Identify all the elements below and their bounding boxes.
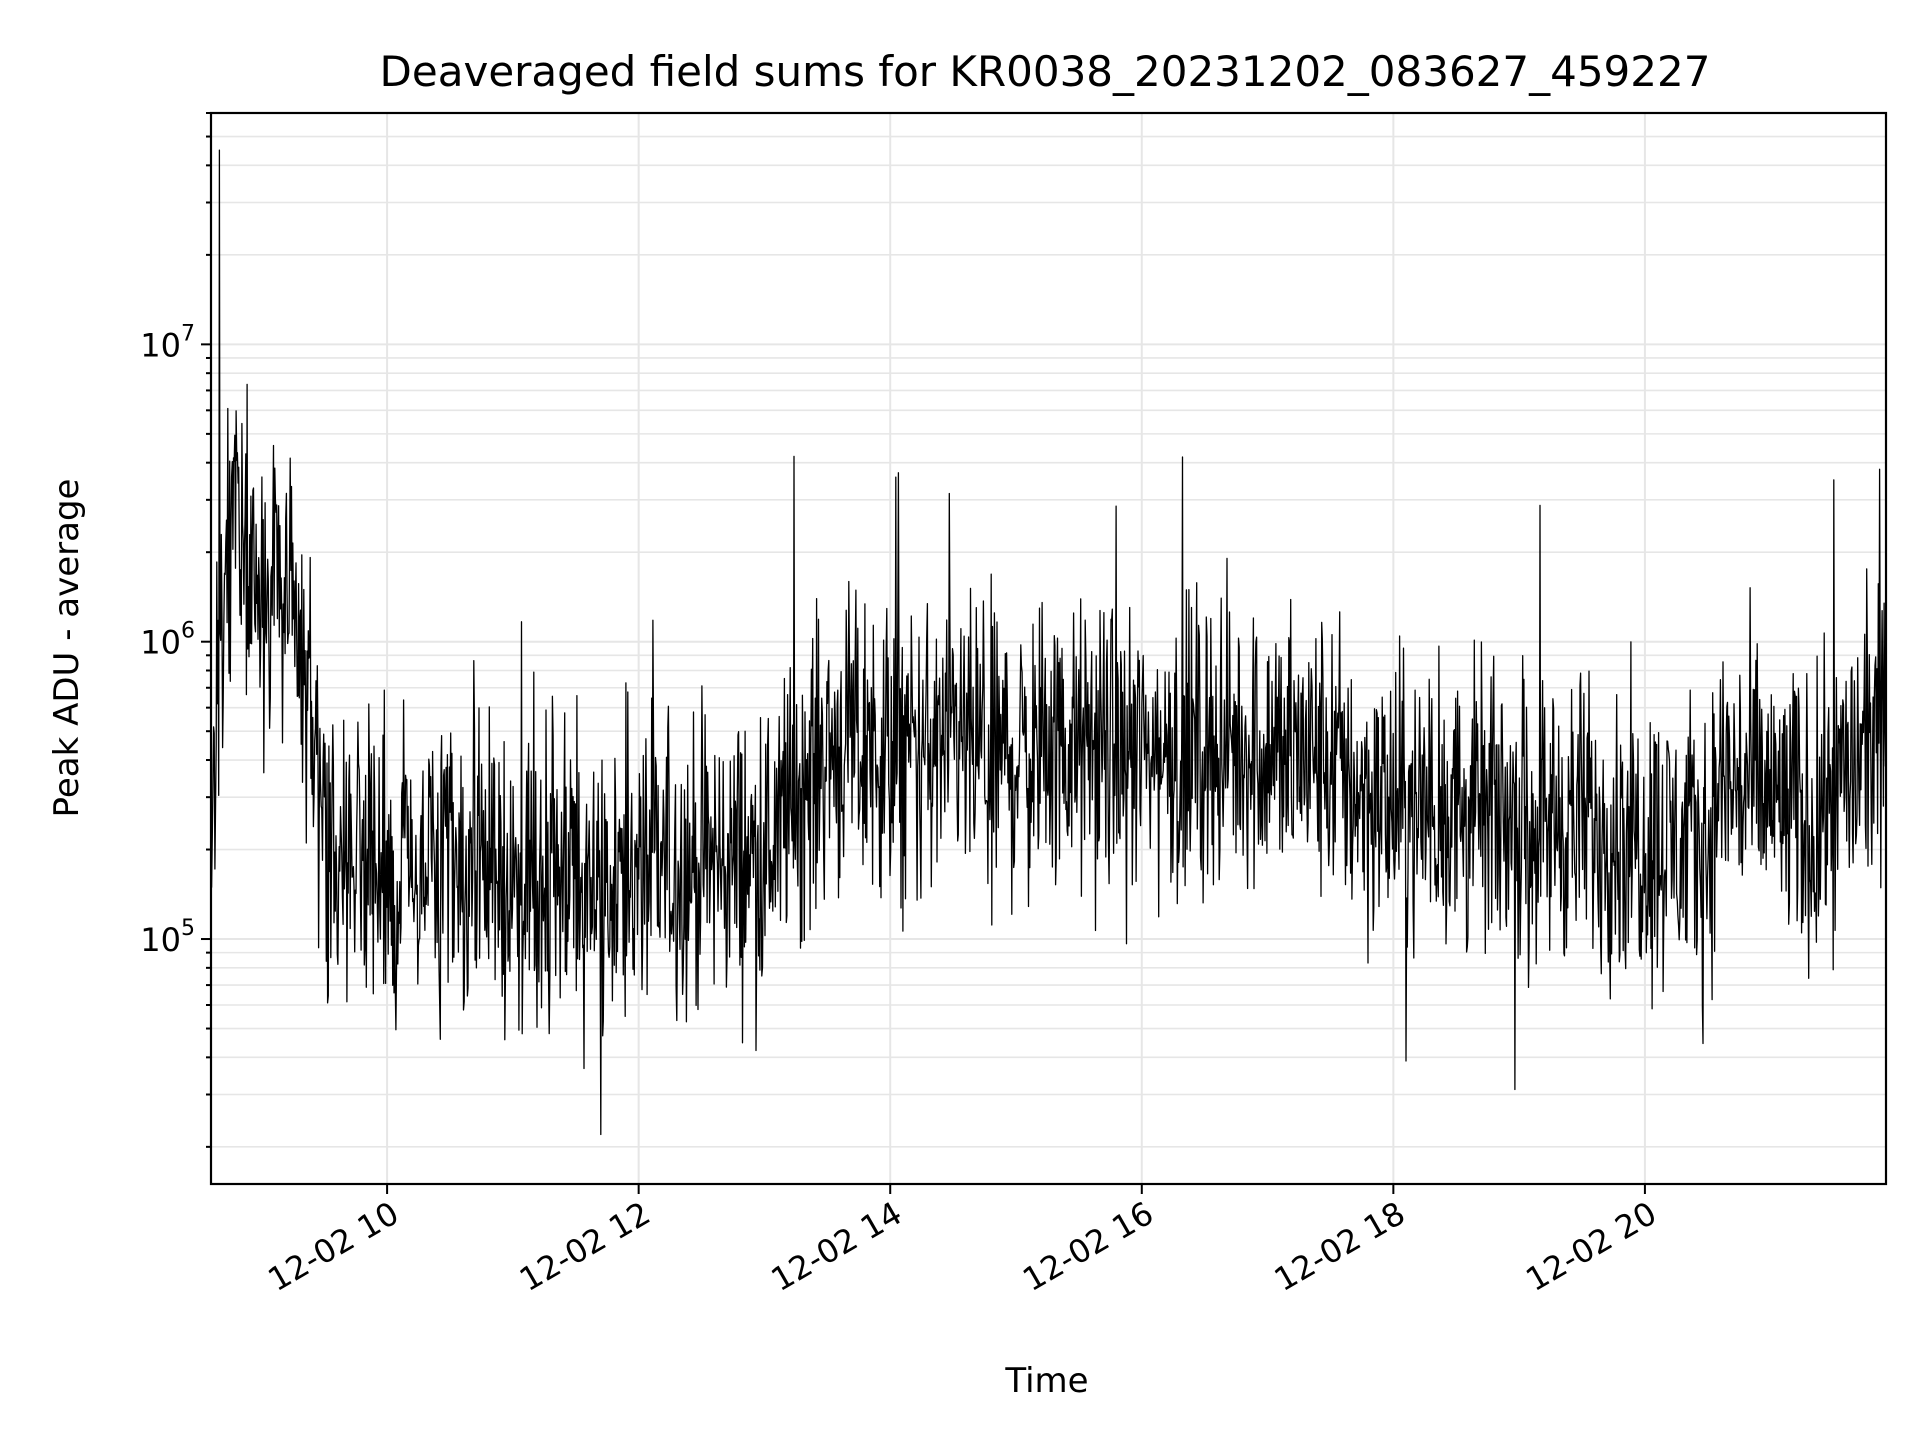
x-gridlines — [386, 113, 1646, 1184]
y-tick-label: 105 — [140, 916, 195, 959]
plot-area — [210, 149, 1887, 1136]
y-tick-label: 107 — [140, 321, 195, 364]
y-gridlines — [211, 112, 1886, 1148]
plot-frame — [209, 111, 1888, 1186]
y-axis: 105 106 107 — [140, 112, 211, 1148]
series-line — [210, 149, 1887, 1136]
y-tick-label: 106 — [140, 619, 195, 662]
y-axis-label: Peak ADU - average — [47, 479, 87, 818]
x-axis-label: Time — [1004, 1361, 1088, 1401]
chart-title: Deaveraged field sums for KR0038_2023120… — [380, 47, 1711, 96]
